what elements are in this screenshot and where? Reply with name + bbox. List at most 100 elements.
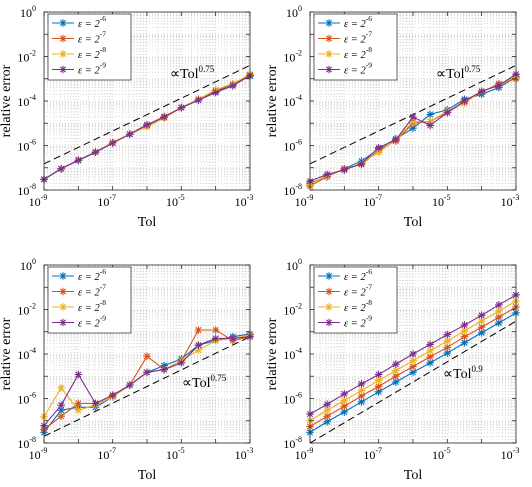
legend-item-base: ε = 2	[78, 272, 100, 283]
y-tick-label-exp: -8	[29, 435, 36, 444]
x-tick-label-base: 10	[29, 195, 41, 209]
data-point	[495, 313, 503, 322]
x-tick-label-base: 10	[501, 448, 513, 462]
y-tick-label-base: 10	[283, 140, 295, 154]
x-tick-label-base: 10	[166, 448, 178, 462]
data-point	[495, 319, 503, 327]
legend-item: ε = 2-7	[78, 283, 106, 299]
data-point	[392, 360, 400, 368]
legend-item-exp: -9	[366, 61, 372, 70]
y-tick-label-base: 10	[283, 348, 295, 362]
y-tick-label: 10-6	[17, 138, 36, 154]
reference-line	[309, 320, 517, 444]
x-tick-label-base: 10	[97, 448, 109, 462]
data-point	[340, 402, 349, 411]
legend-item-exp: -8	[100, 298, 106, 307]
y-tick-label-base: 10	[286, 6, 298, 20]
y-tick-label-base: 10	[20, 259, 32, 273]
panel-4: 10-9 10-7 10-5 10-310-810-610-410-2100Tolre…	[265, 257, 520, 483]
y-tick-label: 10-2	[17, 49, 36, 65]
legend-item: ε = 2-6	[344, 267, 372, 283]
data-point	[477, 323, 486, 332]
legend-item-exp: -7	[366, 30, 372, 39]
data-point	[74, 399, 83, 408]
legend-item: ε = 2-9	[78, 314, 106, 330]
legend-item-base: ε = 2	[78, 50, 100, 61]
data-point	[374, 148, 383, 156]
x-tick-label-base: 10	[363, 448, 375, 462]
data-point	[460, 327, 469, 335]
series-4	[40, 332, 254, 430]
x-tick-label: 10-7	[363, 193, 382, 209]
data-point	[57, 412, 65, 421]
data-point	[374, 376, 383, 385]
legend-item-exp: -8	[100, 45, 106, 54]
y-tick-label-base: 10	[17, 348, 29, 362]
legend-marker	[59, 287, 67, 296]
legend-marker	[325, 65, 333, 74]
data-point	[392, 378, 400, 386]
y-tick-label-base: 10	[283, 304, 295, 318]
y-axis-label: relative error	[265, 64, 280, 137]
y-tick-label-exp: -6	[29, 138, 36, 147]
data-point	[160, 113, 168, 121]
y-tick-label-exp: -6	[29, 391, 36, 400]
x-tick-label-base: 10	[501, 195, 513, 209]
data-point	[194, 346, 203, 354]
x-tick-label-exp: -3	[247, 193, 254, 202]
y-tick-label: 10-6	[17, 391, 36, 407]
legend-marker	[59, 318, 67, 327]
reference-label-exp: 0.75	[464, 64, 480, 74]
reference-label-base: ∝Tol	[170, 67, 199, 82]
data-point	[357, 386, 366, 395]
legend-item: ε = 2-8	[78, 298, 106, 314]
legend-item-base: ε = 2	[78, 19, 100, 30]
data-point	[409, 356, 417, 365]
y-tick-label: 10-4	[17, 93, 36, 109]
y-tick-label: 100	[20, 4, 36, 20]
data-point	[126, 130, 134, 139]
legend-marker	[59, 272, 67, 280]
reference-label: ∝Tol0.75	[182, 373, 227, 391]
data-point	[340, 408, 349, 416]
data-point	[160, 365, 168, 374]
data-point	[477, 311, 486, 320]
x-axis-label: Tol	[138, 215, 157, 230]
x-tick-label-base: 10	[235, 448, 247, 462]
panel-2: 10-9 10-7 10-5 10-310-810-610-410-2100Tolre…	[265, 4, 520, 230]
legend-item: ε = 2-8	[344, 45, 372, 61]
reference-label-exp: 0.75	[210, 373, 226, 383]
legend-item-base: ε = 2	[344, 319, 366, 330]
legend-item: ε = 2-8	[344, 298, 372, 314]
data-point	[443, 330, 452, 339]
x-tick-label-base: 10	[295, 448, 307, 462]
data-point	[357, 392, 366, 400]
y-tick-label: 10-2	[283, 302, 302, 318]
y-tick-label: 10-6	[283, 391, 302, 407]
y-tick-label-exp: -8	[29, 182, 36, 191]
y-tick-label: 100	[286, 257, 302, 273]
data-point	[160, 361, 168, 370]
data-point	[57, 384, 65, 392]
x-tick-label-exp: -9	[41, 446, 48, 455]
x-tick-label-exp: -5	[444, 446, 451, 455]
data-point	[477, 328, 486, 337]
x-tick-label: 10-5	[166, 446, 185, 462]
y-tick-label-base: 10	[17, 304, 29, 318]
x-tick-label: 10-5	[166, 193, 185, 209]
x-tick-label-exp: -9	[307, 193, 314, 202]
legend-marker	[59, 303, 67, 311]
reference-line	[43, 64, 251, 165]
grid	[310, 12, 516, 190]
y-tick-label-exp: -4	[29, 346, 36, 355]
legend-marker	[325, 19, 333, 27]
data-point	[443, 108, 452, 117]
data-point	[374, 143, 383, 152]
data-point	[426, 117, 434, 126]
data-point	[57, 406, 65, 414]
x-tick-label-exp: -3	[513, 446, 520, 455]
data-point	[108, 139, 117, 147]
data-point	[74, 156, 83, 164]
legend-marker	[59, 65, 67, 74]
data-point	[374, 382, 383, 391]
